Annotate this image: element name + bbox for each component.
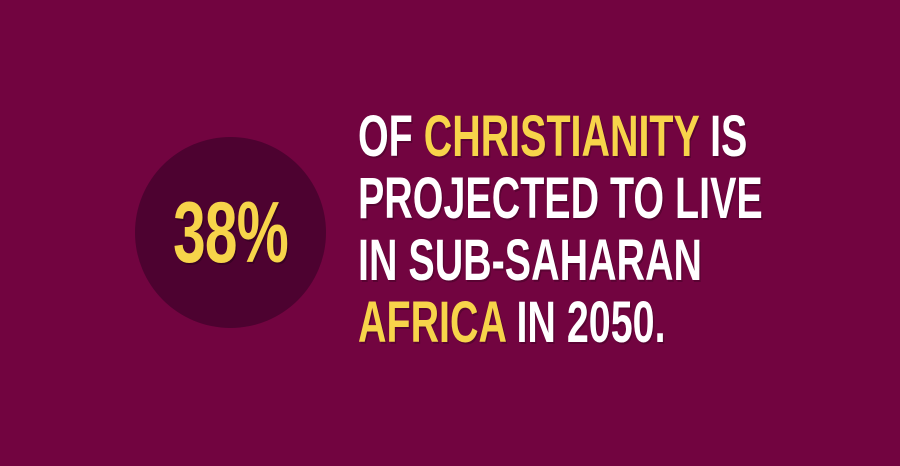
statement-text: OF CHRISTIANITY IS PROJECTED TO LIVE IN …: [358, 106, 878, 354]
percentage-value: 38%: [172, 184, 289, 281]
highlight-christianity: CHRISTIANITY: [423, 104, 700, 169]
stat-circle: 38%: [135, 137, 326, 328]
statement-line-3: IN SUB-SAHARAN: [358, 228, 703, 293]
highlight-africa: AFRICA: [358, 290, 506, 355]
statement-text-segment: IS: [699, 104, 748, 169]
statement-line-1: OF CHRISTIANITY IS: [358, 104, 747, 169]
statement-line-4: AFRICA IN 2050.: [358, 292, 712, 354]
statement-text-segment: OF: [358, 104, 424, 169]
statement-text-segment: IN 2050.: [505, 290, 666, 355]
statement-line-2: PROJECTED TO LIVE: [358, 166, 763, 231]
